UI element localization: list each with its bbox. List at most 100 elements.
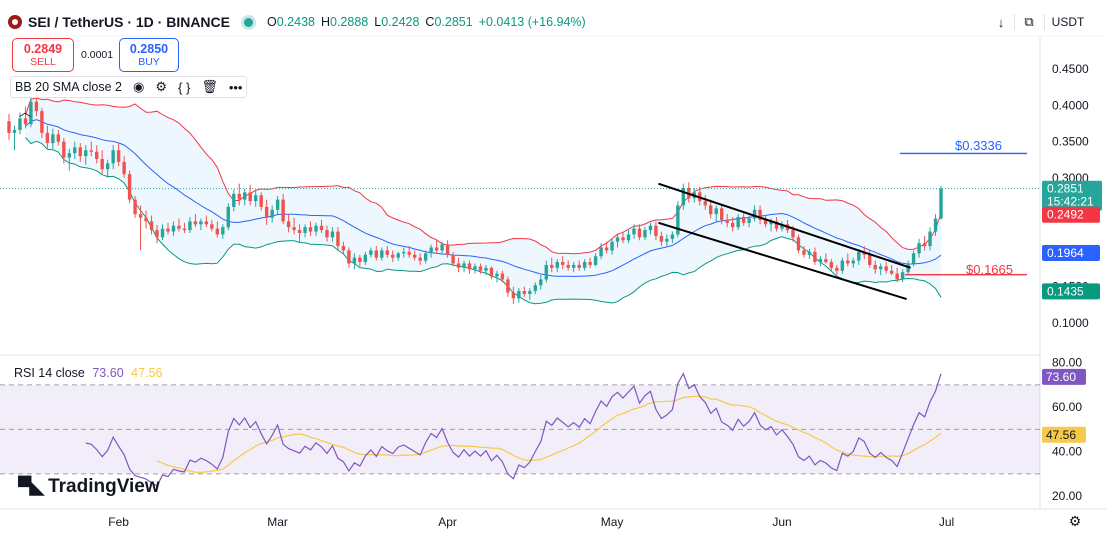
candle <box>215 221 220 238</box>
candle-body <box>933 218 938 232</box>
candle-body <box>478 266 483 271</box>
candle <box>292 217 296 235</box>
sei-logo-icon <box>8 15 22 29</box>
candle-body <box>29 101 33 125</box>
download-icon[interactable]: ↓ <box>997 14 1005 30</box>
candle <box>506 276 510 297</box>
source-code-icon[interactable]: { } <box>178 79 191 95</box>
buy-button[interactable]: 0.2850 BUY <box>119 38 179 72</box>
candle <box>89 141 93 157</box>
candle <box>100 150 104 174</box>
bb-band-fill <box>25 98 941 304</box>
candle <box>105 159 110 178</box>
divider <box>1014 14 1015 30</box>
candle <box>133 196 137 218</box>
close-label: C <box>425 15 435 29</box>
high-label: H <box>320 15 330 29</box>
settings-icon[interactable]: ⚙ <box>155 79 168 94</box>
rsi-legend[interactable]: RSI 14 close 73.60 47.56 <box>14 366 162 380</box>
sell-label: SELL <box>30 56 56 68</box>
open-value: 0.2438 <box>276 15 315 29</box>
candle-body <box>725 219 729 223</box>
candle <box>933 214 938 236</box>
candle <box>637 224 642 241</box>
candle-body <box>226 206 230 228</box>
bb-middle-badge-bg <box>1042 245 1100 261</box>
rsi-tick-label: 40.00 <box>1052 445 1082 459</box>
candle-body <box>571 264 576 268</box>
candle-body <box>429 247 433 254</box>
candle <box>193 214 198 228</box>
candle <box>873 260 877 274</box>
candle <box>456 257 461 273</box>
candle-body <box>149 221 154 231</box>
candle <box>363 251 368 265</box>
candle <box>780 221 784 232</box>
indicator-label: BB 20 SMA close 2 <box>15 80 123 94</box>
candle <box>264 199 269 226</box>
divider <box>1044 14 1045 30</box>
candle-body <box>160 228 165 238</box>
candle-body <box>489 267 494 277</box>
candle <box>116 143 121 167</box>
candle-body <box>774 221 779 229</box>
candle-body <box>851 260 855 264</box>
candle <box>12 125 17 151</box>
candle-body <box>51 134 55 144</box>
candle <box>23 106 28 129</box>
candle <box>380 247 384 261</box>
candle <box>56 129 61 146</box>
candle <box>297 224 302 244</box>
candle-body <box>506 279 510 293</box>
candle <box>829 259 834 271</box>
candle <box>813 247 817 265</box>
currency-selector[interactable]: USDT <box>1051 15 1085 29</box>
buy-label: BUY <box>138 56 160 68</box>
candle <box>84 145 88 165</box>
candle-body <box>456 263 461 268</box>
candle <box>62 137 66 164</box>
candle-body <box>330 231 335 238</box>
candle <box>615 234 620 248</box>
candle <box>495 270 499 283</box>
candle-body <box>720 208 724 220</box>
candle-body <box>500 273 505 280</box>
candle-body <box>741 217 746 223</box>
candle <box>648 222 653 235</box>
candle-body <box>747 218 751 223</box>
candle-body <box>533 285 538 292</box>
indicator-legend[interactable]: BB 20 SMA close 2 ◉ ⚙ { } 🗑 ••• <box>10 76 248 98</box>
candle <box>736 214 740 231</box>
candle-body <box>445 244 450 255</box>
more-icon[interactable]: ••• <box>228 79 243 95</box>
candle <box>210 219 214 232</box>
candle-body <box>752 209 757 219</box>
bb-upper-line <box>24 97 942 255</box>
chart-settings-icon[interactable]: ⚙ <box>1068 513 1082 529</box>
candle <box>111 145 115 170</box>
eye-icon[interactable]: ◉ <box>133 79 145 94</box>
candle <box>177 218 181 232</box>
symbol-title[interactable]: SEI / TetherUS · 1D · BINANCE <box>28 14 230 30</box>
candle-body <box>736 217 740 228</box>
candle <box>632 224 636 239</box>
trash-icon[interactable]: 🗑 <box>201 79 218 94</box>
rsi-value-badge: 73.60 <box>1042 368 1086 385</box>
candle-body <box>275 199 280 210</box>
candle-body <box>824 259 828 263</box>
rsi-value: 73.60 <box>92 366 124 380</box>
candle-body <box>451 254 455 264</box>
candle <box>78 143 82 162</box>
fullscreen-icon[interactable]: ⧉ <box>1024 14 1034 29</box>
candle-body <box>369 250 373 255</box>
candle-body <box>215 228 220 235</box>
close-value: 0.2851 <box>434 15 473 29</box>
candle <box>204 215 209 228</box>
collapse-chevron-icon[interactable]: ︿ <box>18 104 31 119</box>
candle-body <box>511 292 516 299</box>
candle <box>407 246 411 258</box>
sell-button[interactable]: 0.2849 SELL <box>12 38 74 72</box>
candle <box>275 196 280 215</box>
low-value: 0.2428 <box>381 15 420 29</box>
